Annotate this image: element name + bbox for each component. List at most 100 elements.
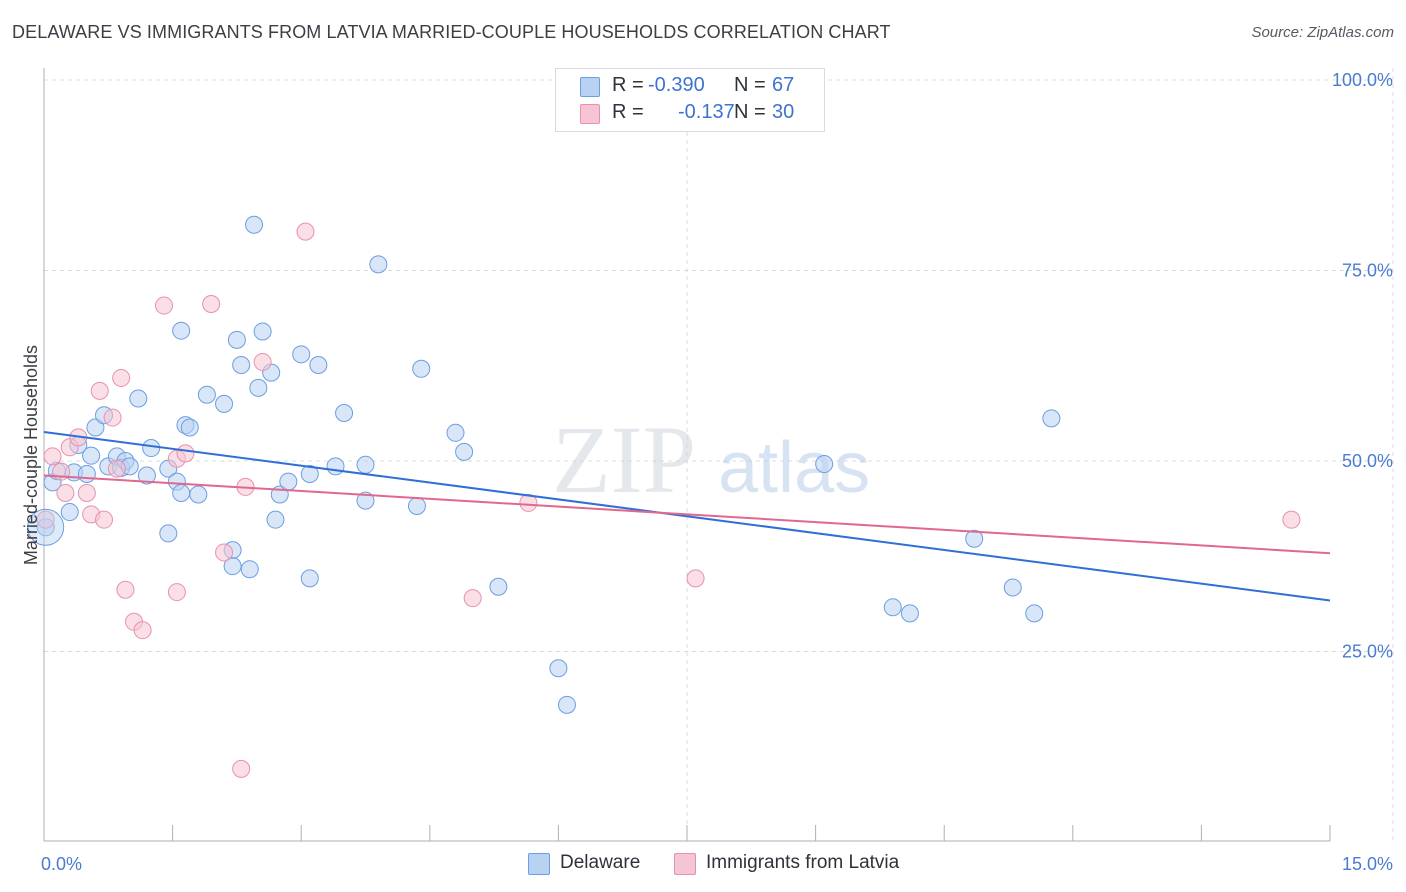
point-delaware [189, 485, 208, 504]
n-value: 30 [772, 101, 795, 123]
point-delaware [549, 659, 568, 678]
point-latvia [107, 459, 126, 478]
point-latvia [686, 569, 705, 588]
swatch-latvia [580, 104, 600, 124]
point-latvia [202, 295, 221, 314]
point-delaware [965, 529, 984, 548]
point-delaware [407, 496, 426, 515]
point-delaware [900, 604, 919, 623]
point-delaware [300, 569, 319, 588]
watermark: ZIP atlas [552, 406, 870, 513]
point-latvia [1282, 510, 1301, 529]
n-label: N = [734, 74, 766, 96]
point-delaware [129, 389, 148, 408]
point-delaware-cluster [27, 508, 65, 546]
r-label: R = [612, 101, 644, 123]
point-delaware [86, 418, 105, 437]
trend-lines [43, 431, 1331, 602]
source-label: Source: ZipAtlas.com [1251, 24, 1394, 41]
point-latvia [90, 381, 109, 400]
point-delaware [159, 524, 178, 543]
point-latvia [112, 368, 131, 387]
point-latvia [43, 447, 62, 466]
point-delaware [300, 464, 319, 483]
point-delaware [1003, 578, 1022, 597]
point-delaware [446, 423, 465, 442]
point-delaware [232, 355, 251, 374]
point-latvia [133, 621, 152, 640]
point-delaware [369, 255, 388, 274]
point-latvia [176, 444, 195, 463]
point-delaware [240, 560, 259, 579]
point-delaware [77, 464, 96, 483]
point-delaware [557, 695, 576, 714]
point-delaware [309, 355, 328, 374]
r-value: -0.390 [648, 74, 705, 96]
point-latvia [167, 583, 186, 602]
point-delaware [249, 378, 268, 397]
point-delaware [172, 484, 191, 503]
point-delaware [455, 442, 474, 461]
point-delaware [180, 418, 199, 437]
chart-title: DELAWARE VS IMMIGRANTS FROM LATVIA MARRI… [12, 22, 891, 42]
point-delaware [1042, 409, 1061, 428]
y-axis-label: Married-couple Households [21, 345, 41, 565]
watermark-zip: ZIP [552, 406, 696, 513]
x-tick-label: 0.0% [41, 854, 82, 874]
y-tick-label: 50.0% [1342, 451, 1393, 471]
point-delaware [883, 598, 902, 617]
r-value: -0.137 [678, 101, 735, 123]
point-delaware [142, 439, 161, 458]
point-latvia [155, 296, 174, 315]
point-delaware [215, 394, 234, 413]
point-latvia [95, 510, 114, 529]
point-delaware [197, 385, 216, 404]
point-latvia [56, 484, 75, 503]
point-delaware [356, 455, 375, 474]
point-delaware [356, 491, 375, 510]
legend-swatch-latvia [674, 853, 696, 875]
point-delaware [137, 466, 156, 485]
point-delaware [253, 322, 272, 341]
legend-label-delaware: Delaware [560, 852, 641, 873]
point-latvia [253, 352, 272, 371]
point-delaware [326, 457, 345, 476]
point-delaware [223, 557, 242, 576]
point-latvia [519, 493, 538, 512]
r-label: R = [612, 74, 644, 96]
point-delaware [1025, 604, 1044, 623]
legend-swatch-delaware [528, 853, 550, 875]
correlation-stats-box: R = -0.390 N = 67 R = -0.137 N = 30 [555, 68, 825, 132]
point-delaware [266, 510, 285, 529]
x-tick-label: 15.0% [1342, 854, 1393, 874]
point-delaware [60, 503, 79, 522]
y-tick-label: 75.0% [1342, 261, 1393, 281]
point-latvia [116, 580, 135, 599]
point-delaware [245, 215, 264, 234]
trend-line-delaware [43, 431, 1331, 602]
point-delaware [412, 359, 431, 378]
tick-labels: 25.0% 50.0% 75.0% 100.0% 0.0% 15.0% [41, 70, 1393, 874]
point-delaware [815, 455, 834, 474]
point-latvia [77, 484, 96, 503]
point-delaware [279, 472, 298, 491]
swatch-delaware [580, 77, 600, 97]
point-latvia [232, 759, 251, 778]
watermark-atlas: atlas [718, 428, 870, 508]
point-delaware [227, 330, 246, 349]
point-latvia [215, 543, 234, 562]
point-delaware [82, 446, 101, 465]
point-latvia [103, 408, 122, 427]
point-latvia [36, 510, 55, 529]
y-tick-label: 100.0% [1332, 70, 1393, 90]
point-delaware [335, 403, 354, 422]
trend-line-latvia [43, 474, 1331, 555]
n-value: 67 [772, 74, 795, 96]
point-delaware [292, 345, 311, 364]
point-latvia [296, 222, 315, 241]
point-latvia [463, 589, 482, 608]
n-label: N = [734, 101, 766, 123]
legend-label-latvia: Immigrants from Latvia [706, 852, 900, 873]
point-delaware [489, 577, 508, 596]
